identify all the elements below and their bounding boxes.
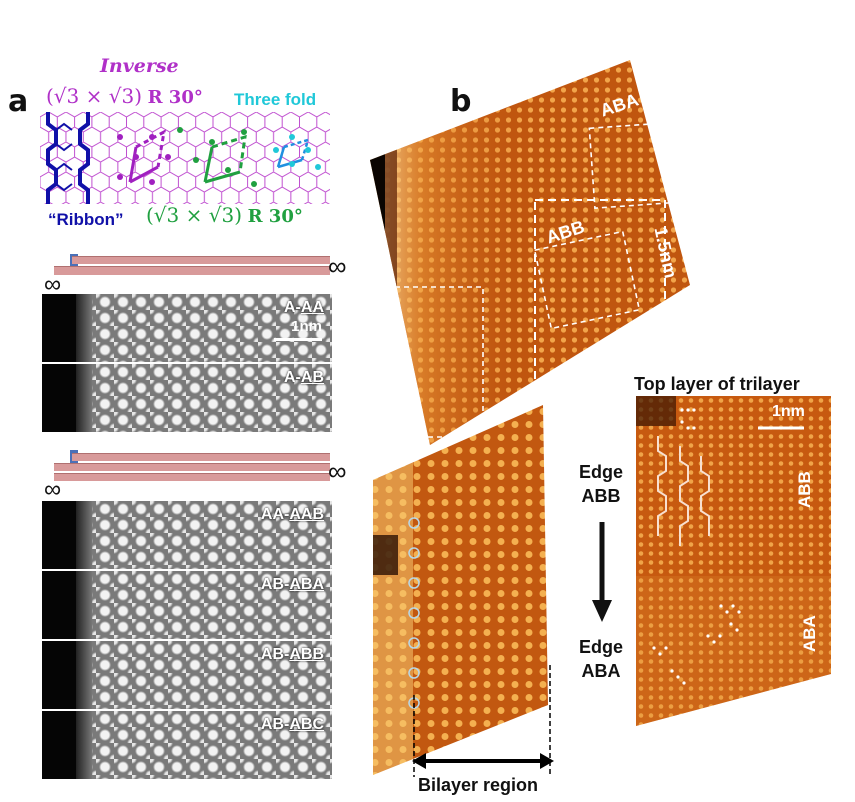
top-formula-suffix: R 30° [147, 87, 203, 108]
right-label-aba: ABA [800, 615, 819, 652]
sim-image-ab-aba: AB-ABA [42, 571, 332, 639]
stm-trilayer-image [636, 396, 831, 726]
threefold-label: Three fold [234, 90, 317, 109]
sim-image-ab-abb: AB-ABB [42, 641, 332, 709]
right-scale-label: 1nm [772, 403, 805, 420]
layer-bar-2b [54, 463, 330, 471]
infinity-symbol: ∞ [328, 251, 347, 281]
bottom-formula-suffix: R 30° [247, 206, 303, 227]
infinity-symbol: ∞ [44, 271, 62, 298]
sim-label: AA-AAB [260, 506, 324, 523]
bottom-formula-prefix: (√3 × √3) [146, 203, 243, 227]
edge-abb-label: Edge ABB [578, 462, 623, 506]
sim-label: A-AB [284, 369, 324, 386]
panel-a-letter: a [8, 84, 29, 119]
sim-image-ab-abc: AB-ABC [42, 711, 332, 779]
sim-label: AB-ABA [260, 576, 324, 593]
honeycomb-lattice-diagram [40, 112, 330, 204]
down-arrow-icon [592, 522, 612, 622]
sim-label: AB-ABC [260, 716, 324, 733]
sim-label: A-AA [284, 299, 324, 316]
inverse-label: Inverse [100, 55, 179, 77]
layer-bar-1a [72, 256, 330, 264]
layer-bar-1b [54, 266, 330, 275]
right-image-title: Top layer of trilayer [634, 374, 800, 394]
layer-bar-2a [72, 453, 330, 461]
top-formula: (√3 × √3) R 30° [46, 84, 203, 109]
sim-label: AB-ABB [260, 646, 324, 663]
infinity-symbol: ∞ [44, 476, 62, 503]
scale-bar [274, 338, 322, 341]
sim-image-a-ab: A-AB [42, 364, 332, 432]
stm-edge-image [373, 405, 551, 777]
bilayer-label: Bilayer region [418, 775, 539, 795]
panel-b-letter: b [450, 84, 472, 119]
scale-label: 1nm [291, 318, 322, 335]
bilayer-double-arrow [412, 753, 554, 769]
layer-bar-2c [54, 473, 330, 481]
sim-image-aa-aab: AA-AAB [42, 501, 332, 569]
top-formula-prefix: (√3 × √3) [46, 84, 143, 108]
edge-aba-label: Edge ABA [578, 637, 623, 681]
ribbon-label: “Ribbon” [48, 210, 124, 229]
stm-main-image [370, 60, 697, 445]
bottom-formula: (√3 × √3) R 30° [146, 203, 303, 228]
infinity-symbol: ∞ [328, 456, 347, 486]
right-label-abb: ABB [795, 471, 814, 508]
sim-image-a-aa: A-AA 1nm [42, 294, 332, 362]
